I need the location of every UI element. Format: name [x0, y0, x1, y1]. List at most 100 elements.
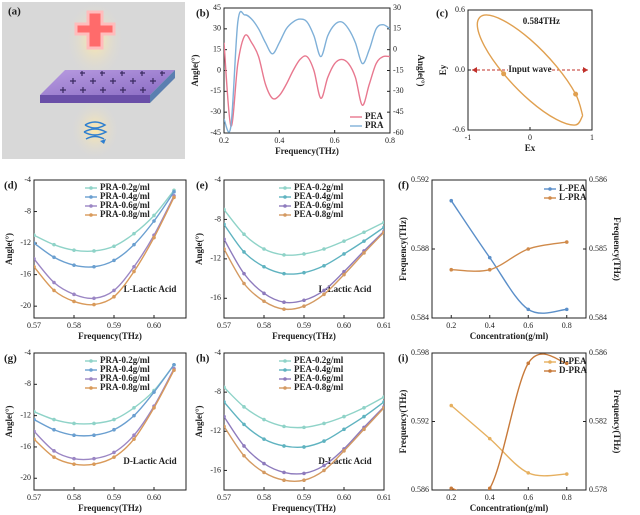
point [242, 444, 246, 448]
chart-panel: (d) 0.57 0.58 0.59 0.60 -4 -8 -12 -16 -20 Frequenc… [4, 175, 187, 341]
annotation: L-Lactic Acid [124, 284, 177, 294]
point [72, 263, 76, 267]
point [112, 455, 116, 459]
legend-label: PRA-0.2g/ml [100, 355, 150, 365]
point [52, 417, 56, 422]
legend-marker [283, 359, 287, 363]
point [382, 220, 384, 225]
chart-panel: (b) 0.2 0.4 0.6 0.8 -45 -30 -15 0 15 30 45 -60 -45 -30… [190, 3, 426, 156]
y-tick-label: 0.584 [589, 313, 607, 322]
y-tick-label: 0.588 [411, 244, 429, 253]
plot-area [224, 207, 384, 311]
point [224, 222, 226, 227]
y-tick-label: 15 [393, 24, 401, 33]
y-axis-label: Angle(°) [194, 233, 204, 265]
chart-panel: (g) 0.57 0.58 0.59 0.60 -4 -8 -12 -16 -20 Frequenc… [4, 348, 187, 513]
point [172, 190, 176, 194]
x-tick-label: 0.60 [337, 321, 351, 330]
point [242, 281, 246, 286]
point [224, 237, 226, 241]
point [224, 207, 226, 212]
point [342, 427, 346, 432]
x-tick-label: 0.58 [257, 321, 271, 330]
plot-frame [431, 179, 587, 319]
point [449, 403, 454, 408]
panel-label: (b) [196, 8, 210, 20]
point [282, 470, 286, 475]
y-tick-label: -8 [24, 206, 31, 215]
legend-marker [283, 377, 287, 381]
series-line [451, 241, 567, 272]
y-tick-label: -8 [24, 379, 31, 388]
point [34, 241, 36, 245]
x-tick-label: 0.57 [27, 493, 41, 502]
y-tick-label: 0.6 [455, 5, 465, 14]
chart-panel: (f) 0.2 0.4 0.6 0.8 0.584 0.588 0.592 0.584 0.585… [398, 175, 622, 341]
x-tick-label: 0.59 [297, 493, 311, 502]
point [322, 468, 326, 473]
point [382, 230, 384, 235]
point [92, 456, 96, 461]
y-tick-label: -16 [20, 442, 31, 451]
legend-label: D-PRA [559, 365, 587, 375]
point [224, 424, 226, 429]
legend-marker [89, 204, 93, 208]
unit-cells [60, 71, 165, 93]
y-tick-label: 15 [213, 44, 221, 53]
panel-label: (e) [196, 180, 209, 192]
y-tick-label: 0.592 [411, 416, 429, 425]
point [152, 406, 156, 410]
legend-marker [89, 213, 93, 217]
legend-label: PRA-0.6g/ml [100, 200, 150, 210]
point [52, 427, 56, 432]
x-tick-label: 0.4 [485, 321, 495, 330]
point [526, 247, 531, 251]
point [242, 232, 246, 237]
panel-label: (i) [398, 353, 409, 365]
point [382, 225, 384, 230]
point [322, 247, 326, 251]
direction-arrow [573, 91, 579, 97]
point [72, 421, 76, 426]
point [487, 436, 492, 441]
series-line [224, 386, 384, 429]
y-axis-label: Angle(°) [4, 233, 14, 265]
panel-label: (h) [196, 353, 210, 365]
legend-label: PEA-0.8g/ml [294, 382, 344, 392]
plot-frame [33, 179, 187, 319]
point [92, 302, 96, 307]
series-line [34, 191, 175, 268]
x-axis-label: Frequency(THz) [275, 146, 339, 156]
direction-arrow [501, 71, 507, 77]
point [224, 414, 226, 419]
point [302, 445, 306, 449]
point [52, 280, 56, 285]
y-tick-label: -4 [24, 348, 31, 357]
legend-marker [548, 360, 552, 364]
y-tick-label: 0.582 [589, 416, 607, 425]
y2-axis-label: Angle(°) [416, 54, 426, 86]
point [112, 288, 116, 293]
point [342, 272, 346, 277]
legend-label: PEA-0.6g/ml [294, 373, 344, 383]
point [487, 486, 492, 490]
x-tick-label: 0.61 [377, 321, 391, 330]
y-tick-label: 0.586 [589, 348, 607, 357]
y-axis-label: Angle(°) [4, 405, 14, 437]
point [132, 433, 136, 438]
x-tick-label: 0.57 [217, 493, 231, 502]
x-tick-label: 0.59 [107, 321, 121, 330]
annotation: 0.584THz [523, 16, 560, 26]
point [172, 362, 176, 367]
plot-area [476, 14, 584, 126]
y-tick-label: -15 [210, 86, 221, 95]
point [362, 230, 366, 235]
y-axis-label: Frequency(THz) [398, 217, 408, 281]
point [262, 299, 266, 304]
x-tick-label: 0.8 [562, 493, 572, 502]
y-tick-label: -45 [210, 128, 221, 137]
point [132, 231, 136, 236]
point [262, 417, 266, 422]
legend-marker [283, 186, 287, 190]
point [132, 269, 136, 274]
